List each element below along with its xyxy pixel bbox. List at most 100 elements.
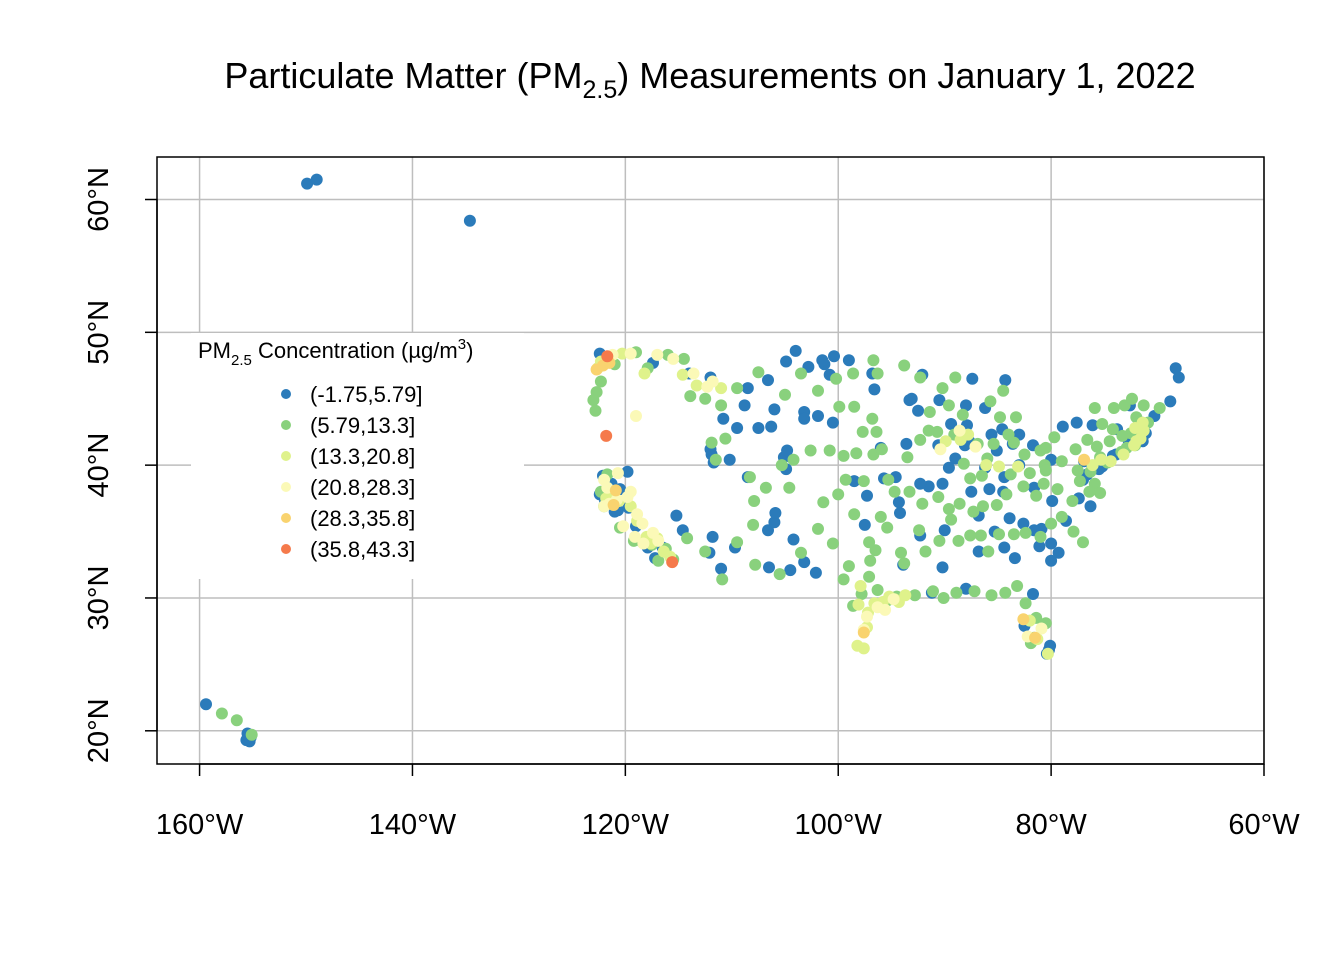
- data-point: [598, 473, 611, 486]
- data-point: [1033, 540, 1046, 553]
- data-point: [705, 436, 718, 449]
- data-point: [1172, 371, 1185, 384]
- data-point: [621, 465, 634, 478]
- data-point: [895, 546, 907, 559]
- data-point: [731, 536, 744, 549]
- data-point: [779, 388, 791, 401]
- data-point: [787, 533, 800, 546]
- series-points: [600, 350, 679, 569]
- data-point: [972, 545, 985, 558]
- data-point: [611, 467, 624, 480]
- data-point: [1008, 552, 1021, 565]
- data-point: [723, 453, 736, 466]
- data-point: [787, 453, 800, 466]
- data-point: [994, 411, 1006, 424]
- legend-marker: [281, 513, 291, 523]
- data-point: [624, 347, 637, 360]
- legend-label: (5.79,13.3]: [310, 413, 415, 438]
- data-point: [1045, 517, 1058, 530]
- data-point: [687, 367, 700, 380]
- svg-text:PM2.5 Concentration (µg/m3): PM2.5 Concentration (µg/m3): [198, 336, 473, 369]
- data-point: [215, 707, 228, 720]
- data-point: [716, 573, 729, 586]
- data-point: [773, 568, 786, 581]
- data-point: [975, 469, 988, 482]
- data-point: [985, 428, 998, 441]
- legend-title-prefix: PM: [198, 338, 231, 363]
- data-point: [690, 379, 703, 392]
- data-point: [463, 214, 476, 227]
- data-point: [719, 432, 732, 445]
- data-point: [837, 449, 850, 462]
- data-point: [616, 347, 629, 360]
- legend-label: (13.3,20.8]: [310, 444, 415, 469]
- y-tick-label: 50°N: [83, 300, 115, 365]
- data-point: [677, 352, 690, 365]
- data-point: [987, 437, 1000, 450]
- data-point: [934, 443, 947, 456]
- data-point: [681, 532, 694, 545]
- data-point: [1116, 429, 1129, 442]
- data-point: [715, 382, 728, 395]
- data-point: [974, 529, 987, 542]
- data-point: [997, 384, 1010, 397]
- data-point: [964, 529, 977, 542]
- data-point: [798, 412, 811, 425]
- data-point: [1067, 525, 1080, 538]
- data-point: [1045, 554, 1058, 567]
- chart-title: Particulate Matter (PM2.5) Measurements …: [224, 55, 1195, 104]
- data-point: [1137, 399, 1150, 412]
- svg-text:Particulate Matter (PM2.5) Mea: Particulate Matter (PM2.5) Measurements …: [224, 55, 1195, 104]
- data-point: [938, 524, 951, 537]
- data-point: [1018, 448, 1031, 461]
- data-point: [1051, 483, 1064, 496]
- data-point: [624, 500, 637, 513]
- data-point: [816, 354, 829, 367]
- data-point: [817, 496, 830, 509]
- data-point: [982, 545, 995, 558]
- data-point: [903, 485, 916, 498]
- data-point: [1164, 395, 1177, 408]
- chart-title-subscript: 2.5: [583, 76, 618, 104]
- data-point: [1034, 530, 1047, 543]
- data-point: [609, 484, 622, 497]
- data-point: [968, 585, 981, 598]
- data-point: [706, 375, 719, 388]
- data-point: [967, 505, 980, 518]
- x-tick-label: 60°W: [1228, 809, 1300, 841]
- data-point: [881, 521, 894, 534]
- legend-marker: [281, 389, 291, 399]
- data-point: [1126, 392, 1138, 405]
- data-point: [1073, 475, 1086, 488]
- data-point: [999, 374, 1012, 387]
- data-point: [833, 400, 846, 413]
- data-point: [1055, 510, 1068, 523]
- data-point: [768, 516, 781, 529]
- data-point: [812, 410, 824, 422]
- data-point: [1130, 435, 1143, 448]
- data-point: [715, 562, 728, 575]
- data-point: [923, 406, 936, 418]
- data-point: [637, 537, 650, 550]
- data-point: [765, 420, 778, 433]
- data-point: [1084, 500, 1097, 513]
- y-tick-label: 40°N: [83, 433, 115, 498]
- data-point: [937, 592, 950, 604]
- data-point: [842, 560, 855, 573]
- data-point: [1041, 647, 1054, 660]
- legend-title-subscript: 2.5: [231, 352, 252, 369]
- data-point: [709, 453, 722, 466]
- data-point: [964, 472, 977, 485]
- data-point: [1048, 431, 1061, 444]
- data-point: [631, 508, 644, 521]
- data-point: [731, 382, 744, 395]
- data-point: [804, 444, 817, 457]
- data-point: [912, 404, 925, 417]
- data-point: [617, 520, 630, 533]
- data-points: [200, 173, 1185, 748]
- data-point: [856, 425, 869, 438]
- data-point: [717, 412, 730, 425]
- data-point: [809, 566, 822, 579]
- data-point: [1055, 455, 1068, 468]
- data-point: [589, 404, 602, 417]
